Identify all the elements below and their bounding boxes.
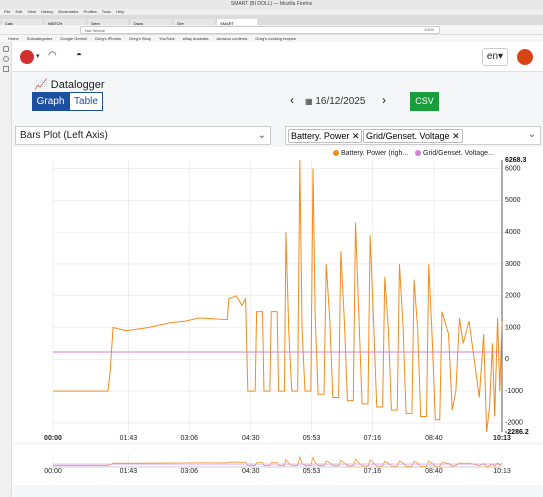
menu-bar: File Edit View History Bookmarks Profiles Tool… xyxy=(0,9,543,15)
sidebar-icon[interactable] xyxy=(3,56,9,62)
graph-button[interactable]: Graph xyxy=(32,92,69,111)
x-tick-label: 00:00 xyxy=(44,435,62,442)
legend-marker xyxy=(333,150,339,156)
sidebar-icon[interactable] xyxy=(3,46,9,52)
next-day[interactable]: › xyxy=(382,93,386,107)
y-limit-label: -2286.2 xyxy=(505,429,529,436)
tab[interactable]: Gre xyxy=(174,19,214,28)
navigator-background xyxy=(12,445,543,485)
nav-bar: Not Secure 110% xyxy=(0,25,543,35)
y-tick-label: 6000 xyxy=(505,165,521,172)
url-field[interactable]: Not Secure xyxy=(80,26,440,34)
window-title: SMART (BI DOLL) — Mozilla Firefox xyxy=(230,1,313,7)
plot-select-value: Bars Plot (Left Axis) xyxy=(20,130,108,141)
navigator-tick-label: 07:16 xyxy=(364,468,382,475)
y-tick-label: 2000 xyxy=(505,293,521,300)
url-security: Not Secure xyxy=(85,28,106,33)
navigator-line xyxy=(53,455,503,468)
bookmark[interactable]: Home xyxy=(8,36,19,41)
tab[interactable]: Calc xyxy=(2,19,42,28)
menu-item[interactable]: Tools xyxy=(101,9,112,14)
series-chip[interactable]: Grid/Genset. Voltage ✕ xyxy=(363,129,463,143)
logo-caret: ▾ xyxy=(36,53,40,60)
legend-label: Grid/Genset. Voltage... xyxy=(423,150,494,157)
x-tick-label: 08:40 xyxy=(425,435,443,442)
tab[interactable]: Gem xyxy=(88,19,128,28)
legend-label: Battery. Power (righ... xyxy=(341,150,408,157)
y-tick-label: -2000 xyxy=(505,420,523,427)
avatar[interactable] xyxy=(517,49,533,65)
sidebar xyxy=(0,42,12,497)
menu-item[interactable]: History xyxy=(40,9,54,14)
navigator-tick-label: 03:06 xyxy=(180,468,198,475)
date-picker[interactable]: ▦ 16/12/2025 xyxy=(305,93,377,110)
x-tick-label: 10:13 xyxy=(493,435,511,442)
menu-item[interactable]: Profiles xyxy=(83,9,97,14)
y-tick-label: 3000 xyxy=(505,261,521,268)
bookmark[interactable]: Amazon contents xyxy=(216,36,248,41)
table-button[interactable]: Table xyxy=(69,92,103,111)
navigator-tick-label: 01:43 xyxy=(120,468,138,475)
menu-item[interactable]: File xyxy=(4,9,11,14)
language-select[interactable]: en▾ xyxy=(482,48,508,66)
y-tick-label: 5000 xyxy=(505,197,521,204)
date: 16/12/2025 xyxy=(315,96,366,107)
gauge-icon[interactable]: ◓ xyxy=(76,50,83,61)
tab-strip: Calc WATCH Gem Docs Gre SMART xyxy=(0,15,543,28)
x-tick-label: 07:16 xyxy=(364,435,382,442)
navigator-tick-label: 00:00 xyxy=(44,468,62,475)
csv-button[interactable]: CSV xyxy=(410,92,439,111)
logo[interactable] xyxy=(20,50,34,64)
chip-label: Battery. Power xyxy=(291,131,350,141)
y-tick-label: 1000 xyxy=(505,324,521,331)
tab[interactable]: WATCH xyxy=(45,19,85,28)
page-heading: 📈 Datalogger xyxy=(34,78,105,91)
menu-item[interactable]: Bookmarks xyxy=(58,9,79,14)
menu-item[interactable]: View xyxy=(27,9,36,14)
bookmark[interactable]: eBay Australia xyxy=(182,36,209,41)
title-bar: SMART (BI DOLL) — Mozilla Firefox xyxy=(0,0,543,9)
tab[interactable]: Docs xyxy=(131,19,171,28)
x-tick-label: 05:53 xyxy=(303,435,321,442)
calendar-icon: ▦ xyxy=(305,97,313,106)
bookmark[interactable]: Greg's Story xyxy=(129,36,152,41)
bookmarks-bar: Home Subcategories Google Gemini Greg's iPh… xyxy=(0,35,543,42)
zoom-level[interactable]: 110% xyxy=(424,27,434,32)
navigator-tick-label: 08:40 xyxy=(425,468,443,475)
series-line xyxy=(53,159,503,433)
x-tick-label: 03:06 xyxy=(180,435,198,442)
prev-day[interactable]: ‹ xyxy=(290,93,294,107)
tab[interactable]: SMART xyxy=(217,19,257,28)
sidebar-icon[interactable] xyxy=(3,66,9,72)
y-tick-label: 4000 xyxy=(505,229,521,236)
bookmark[interactable]: Greg's iPhotos xyxy=(94,36,122,41)
navigator-tick-label: 05:53 xyxy=(303,468,321,475)
menu-item[interactable]: Edit xyxy=(15,9,23,14)
app-header: ▾ ◠ ◓ en▾ xyxy=(12,42,543,72)
menu-item[interactable]: Help xyxy=(116,9,125,14)
x-tick-label: 01:43 xyxy=(120,435,138,442)
y-tick-label: 0 xyxy=(505,356,509,363)
legend-marker xyxy=(415,150,421,156)
y-tick-label: -1000 xyxy=(505,388,523,395)
language: en xyxy=(486,51,499,62)
series-select[interactable]: Battery. Power ✕ Grid/Genset. Voltage ✕ … xyxy=(285,126,541,145)
series-chip[interactable]: Battery. Power ✕ xyxy=(288,129,363,143)
heading-text: Datalogger xyxy=(50,79,105,91)
wifi-icon[interactable]: ◠ xyxy=(48,50,57,61)
bookmark[interactable]: Google Gemini xyxy=(60,36,87,41)
x-tick-label: 04:30 xyxy=(242,435,260,442)
navigator-tick-label: 04:30 xyxy=(242,468,260,475)
navigator-tick-label: 10:13 xyxy=(493,468,511,475)
y-limit-label: 6268.3 xyxy=(505,157,527,164)
chip-label: Grid/Genset. Voltage xyxy=(366,131,450,141)
bookmark[interactable]: Subcategories xyxy=(26,36,53,41)
plot-background xyxy=(12,147,543,442)
heading-icon: 📈 xyxy=(34,79,48,91)
plot-select[interactable]: Bars Plot (Left Axis) ⌄ xyxy=(15,126,271,145)
bookmark[interactable]: Greg's cooking recipes xyxy=(255,36,296,41)
bookmark[interactable]: YouTube xyxy=(159,36,175,41)
